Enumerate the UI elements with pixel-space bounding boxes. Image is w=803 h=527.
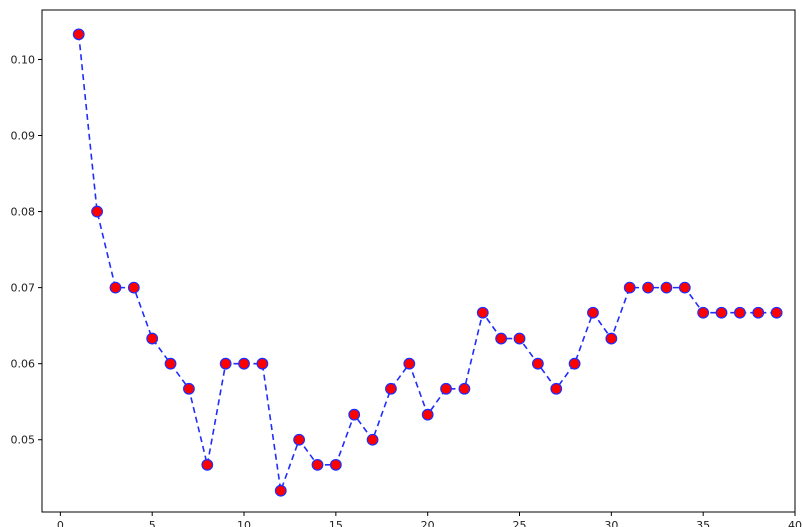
y-tick-label: 0.06 xyxy=(11,358,36,371)
data-point-marker xyxy=(311,458,324,471)
x-tick-label: 15 xyxy=(329,519,343,527)
data-point-marker xyxy=(550,382,563,395)
data-point-marker xyxy=(458,382,471,395)
data-point-marker xyxy=(678,281,691,294)
data-point-marker xyxy=(127,281,140,294)
data-point-marker xyxy=(623,281,636,294)
data-point-marker xyxy=(531,357,544,370)
data-point-marker xyxy=(752,306,765,319)
data-point-marker xyxy=(348,408,361,421)
data-point-marker xyxy=(256,357,269,370)
data-point-marker xyxy=(734,306,746,319)
x-tick-label: 25 xyxy=(513,519,527,527)
axes-layer: 0.05 0.06 0.07 0.08 0.09 0.10 0 5 10 15 20 25 30 35 40 xyxy=(11,53,803,527)
data-point-marker xyxy=(146,332,159,345)
data-point-marker xyxy=(568,357,581,370)
data-point-marker xyxy=(513,332,526,345)
x-tick-label: 40 xyxy=(788,519,802,527)
data-point-marker xyxy=(440,382,452,395)
y-tick-label: 0.08 xyxy=(11,206,36,219)
data-point-marker xyxy=(238,357,250,370)
data-point-marker xyxy=(329,458,342,471)
data-point-marker xyxy=(109,281,122,294)
data-point-marker xyxy=(421,408,434,421)
data-point-marker xyxy=(201,458,214,471)
data-point-marker xyxy=(660,281,673,294)
y-tick-label: 0.07 xyxy=(11,282,36,295)
x-tick-label: 30 xyxy=(604,519,618,527)
data-point-marker xyxy=(715,306,728,319)
plot-background xyxy=(42,10,795,512)
data-point-marker xyxy=(770,306,783,319)
data-point-marker xyxy=(587,306,599,319)
data-point-marker xyxy=(293,433,306,446)
data-point-marker xyxy=(476,306,489,319)
x-tick-label: 5 xyxy=(149,519,156,527)
data-point-marker xyxy=(495,332,508,345)
y-tick-label: 0.09 xyxy=(11,130,36,143)
y-tick-label: 0.05 xyxy=(11,434,36,447)
x-tick-label: 20 xyxy=(421,519,435,527)
data-point-marker xyxy=(385,382,397,395)
data-layer xyxy=(72,28,783,497)
y-tick-label: 0.10 xyxy=(11,53,36,66)
x-tick-label: 10 xyxy=(237,519,251,527)
data-point-marker xyxy=(642,281,654,294)
data-point-marker xyxy=(91,205,103,218)
data-point-marker xyxy=(72,28,85,41)
data-point-marker xyxy=(403,357,416,370)
data-point-marker xyxy=(274,484,287,497)
data-point-marker xyxy=(183,382,195,395)
plot-frame xyxy=(41,9,796,513)
data-point-marker xyxy=(697,306,710,319)
data-point-marker xyxy=(164,357,177,370)
x-tick-label: 35 xyxy=(696,519,710,527)
data-point-marker xyxy=(605,332,618,345)
data-point-marker xyxy=(366,433,379,446)
data-point-marker xyxy=(219,357,232,370)
x-tick-label: 0 xyxy=(57,519,64,527)
